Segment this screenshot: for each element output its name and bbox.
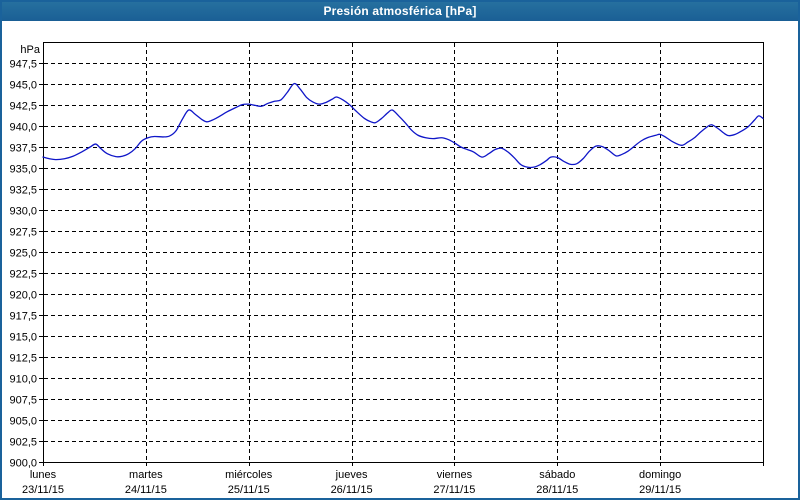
y-axis-tick-label: 920,0 <box>9 290 37 302</box>
x-axis-date-label: 25/11/15 <box>228 484 270 496</box>
x-axis-date-label: 24/11/15 <box>125 484 167 496</box>
pressure-line-series <box>42 82 764 169</box>
x-axis-day-label: miércoles <box>225 469 273 481</box>
y-axis-tick-label: 922,5 <box>9 269 37 281</box>
x-axis-date-label: 23/11/15 <box>22 484 64 496</box>
chart-title-bar: Presión atmosférica [hPa] <box>2 2 798 21</box>
y-axis-tick-label: 932,5 <box>9 185 37 197</box>
y-axis-tick-label: 925,0 <box>9 248 37 260</box>
chart-title: Presión atmosférica [hPa] <box>323 4 477 18</box>
x-axis-day-label: martes <box>129 469 163 481</box>
y-axis-unit-label: hPa <box>20 44 40 56</box>
y-axis-tick-label: 930,0 <box>9 206 37 218</box>
chart-canvas: 947,5 945,0 942,5 940,0 937,5 935,0 932,5 930,0… <box>2 21 798 498</box>
x-axis-day-label: lunes <box>30 469 57 481</box>
x-axis-date-label: 29/11/15 <box>639 484 681 496</box>
x-axis-day-label: viernes <box>437 469 473 481</box>
y-axis-tick-label: 945,0 <box>9 80 37 92</box>
y-axis-tick-label: 942,5 <box>9 101 37 113</box>
y-axis-tick-label: 927,5 <box>9 227 37 239</box>
x-axis-day-label: domingo <box>639 469 681 481</box>
y-axis-tick-label: 937,5 <box>9 143 37 155</box>
pressure-line-chart: 947,5 945,0 942,5 940,0 937,5 935,0 932,5 930,0… <box>9 42 764 496</box>
y-axis-tick-label: 905,0 <box>9 416 37 428</box>
y-axis-tick-label: 940,0 <box>9 122 37 134</box>
y-axis-tick-label: 910,0 <box>9 374 37 386</box>
y-axis-tick-label: 902,5 <box>9 437 37 449</box>
y-axis-tick-label: 907,5 <box>9 395 37 407</box>
x-axis-day-label: jueves <box>335 469 368 481</box>
y-axis-tick-label: 935,0 <box>9 164 37 176</box>
x-axis-date-label: 28/11/15 <box>536 484 578 496</box>
y-axis-tick-label: 915,0 <box>9 332 37 344</box>
x-axis-date-label: 27/11/15 <box>433 484 475 496</box>
y-axis-tick-label: 947,5 <box>9 59 37 71</box>
y-axis-tick-label: 917,5 <box>9 311 37 323</box>
y-axis-tick-label: 912,5 <box>9 353 37 365</box>
x-axis-day-label: sábado <box>539 469 575 481</box>
y-axis-tick-label: 900,0 <box>9 458 37 470</box>
x-axis-date-label: 26/11/15 <box>331 484 373 496</box>
